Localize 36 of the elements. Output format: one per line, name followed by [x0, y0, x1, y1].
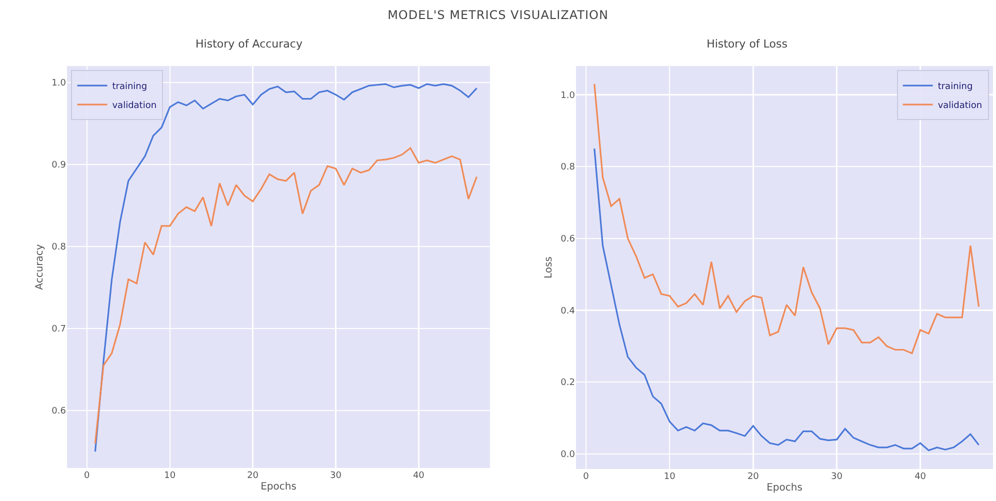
y-tick-label: 0.8 [560, 162, 576, 173]
y-tick-label: 1.0 [52, 78, 66, 89]
y-tick-label: 0.6 [52, 406, 66, 417]
x-tick-label: 10 [164, 471, 176, 481]
y-tick-label: 0.6 [560, 234, 576, 245]
y-tick-label: 0.9 [52, 160, 66, 171]
x-axis-title: Epochs [260, 482, 296, 492]
x-tick-label: 20 [247, 471, 259, 481]
x-tick-label: 40 [412, 471, 425, 481]
legend-label: validation [938, 101, 982, 112]
line-series [594, 83, 980, 354]
chart-title: History of Accuracy [196, 38, 303, 51]
chart-title: History of Loss [706, 38, 788, 51]
line-series [94, 83, 478, 452]
x-tick-label: 0 [84, 471, 90, 481]
y-tick-label: 0.7 [52, 324, 66, 335]
line-series [594, 148, 980, 452]
line-series [94, 147, 478, 444]
legend-label: training [112, 82, 148, 92]
text: MODEL'S METRICS VISUALIZATION [386, 8, 610, 22]
legend-label: training [938, 82, 973, 92]
x-tick-label: 30 [330, 471, 342, 481]
x-axis-title: Epochs [766, 482, 802, 494]
y-axis-title: Loss [544, 256, 555, 278]
x-tick-label: 40 [914, 472, 926, 482]
y-tick-label: 1.0 [560, 90, 576, 101]
x-tick-label: 0 [583, 472, 590, 482]
legend-label: validation [112, 101, 157, 112]
y-tick-label: 0.0 [560, 450, 576, 460]
x-tick-label: 30 [831, 472, 843, 482]
x-tick-label: 20 [747, 472, 760, 482]
y-tick-label: 0.2 [560, 378, 575, 388]
y-tick-label: 0.4 [560, 306, 576, 316]
y-axis-title: Accuracy [34, 244, 46, 290]
x-tick-label: 10 [664, 472, 676, 482]
y-tick-label: 0.8 [52, 242, 66, 253]
